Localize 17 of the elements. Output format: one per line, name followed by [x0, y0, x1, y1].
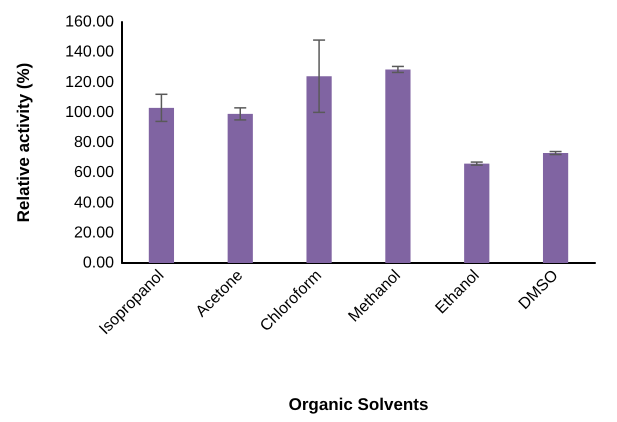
x-axis-title: Organic Solvents	[288, 395, 428, 414]
bar	[148, 108, 174, 263]
y-tick-label: 100.00	[65, 104, 114, 121]
bar	[542, 153, 568, 263]
y-tick-label: 140.00	[65, 44, 114, 61]
y-tick-label: 40.00	[74, 194, 114, 212]
y-axis-title: Relative activity (%)	[14, 62, 33, 222]
y-tick-label: 20.00	[74, 224, 114, 242]
y-tick-label: 0.00	[82, 254, 114, 272]
bar	[385, 69, 411, 263]
bar	[464, 164, 490, 263]
y-tick-label: 60.00	[74, 164, 114, 182]
y-tick-label: 120.00	[65, 74, 114, 91]
y-tick-label: 80.00	[74, 134, 114, 151]
bar	[228, 114, 253, 263]
y-tick-label: 160.00	[65, 14, 114, 30]
bar	[306, 76, 332, 263]
